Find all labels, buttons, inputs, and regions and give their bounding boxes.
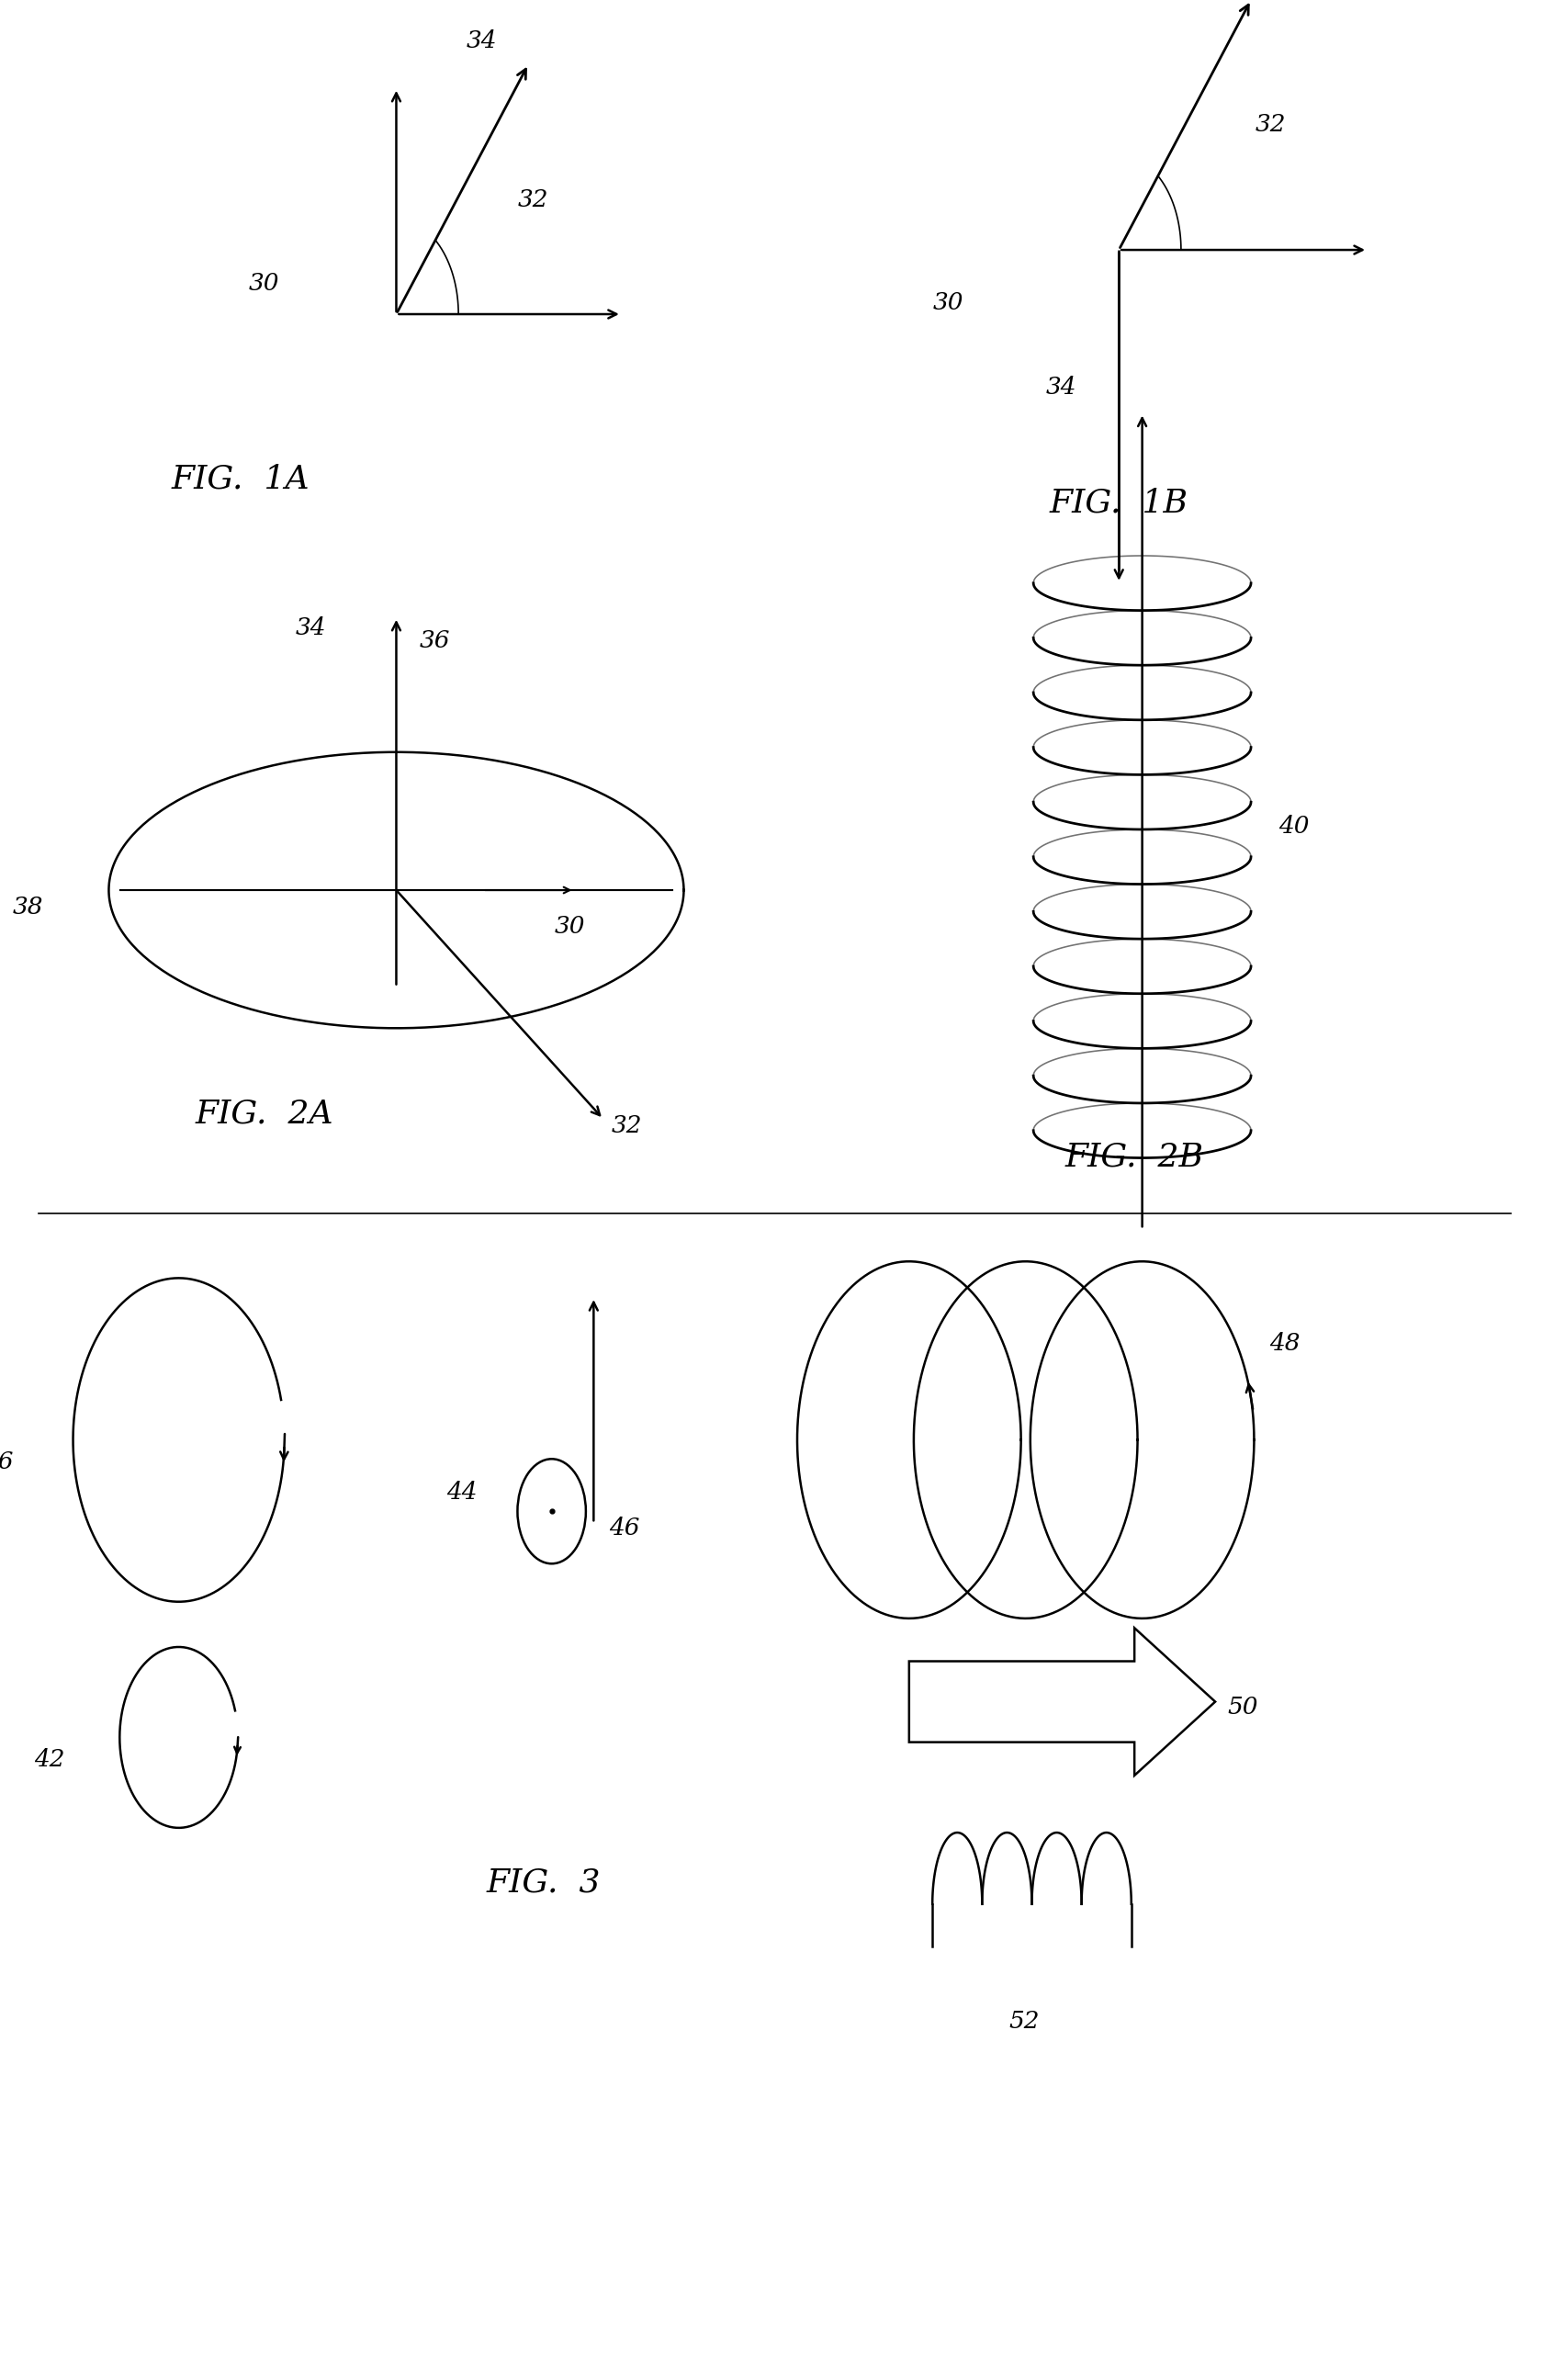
Text: 36: 36	[0, 1449, 14, 1473]
Text: 34: 34	[295, 616, 326, 640]
Text: 30: 30	[555, 914, 586, 938]
Text: 32: 32	[517, 188, 549, 212]
Text: FIG.  2A: FIG. 2A	[194, 1100, 334, 1130]
Text: 52: 52	[1009, 2009, 1040, 2033]
Text: 30: 30	[932, 290, 963, 314]
Text: 40: 40	[1279, 814, 1310, 838]
Text: 34: 34	[466, 29, 497, 52]
Text: 30: 30	[249, 271, 280, 295]
Text: FIG.  3: FIG. 3	[486, 1868, 601, 1899]
Text: FIG.  1A: FIG. 1A	[171, 464, 311, 495]
Text: 46: 46	[609, 1516, 640, 1540]
Text: 48: 48	[1270, 1333, 1301, 1354]
Text: 44: 44	[446, 1480, 477, 1504]
Text: 38: 38	[12, 895, 44, 919]
Text: FIG.  1B: FIG. 1B	[1049, 488, 1189, 519]
Text: FIG.  2B: FIG. 2B	[1064, 1142, 1204, 1173]
Text: 50: 50	[1228, 1695, 1259, 1718]
Text: 34: 34	[1046, 376, 1077, 397]
Text: 32: 32	[1256, 112, 1287, 136]
Text: 32: 32	[611, 1114, 642, 1138]
Text: 42: 42	[34, 1747, 65, 1771]
Text: 36: 36	[420, 631, 451, 652]
